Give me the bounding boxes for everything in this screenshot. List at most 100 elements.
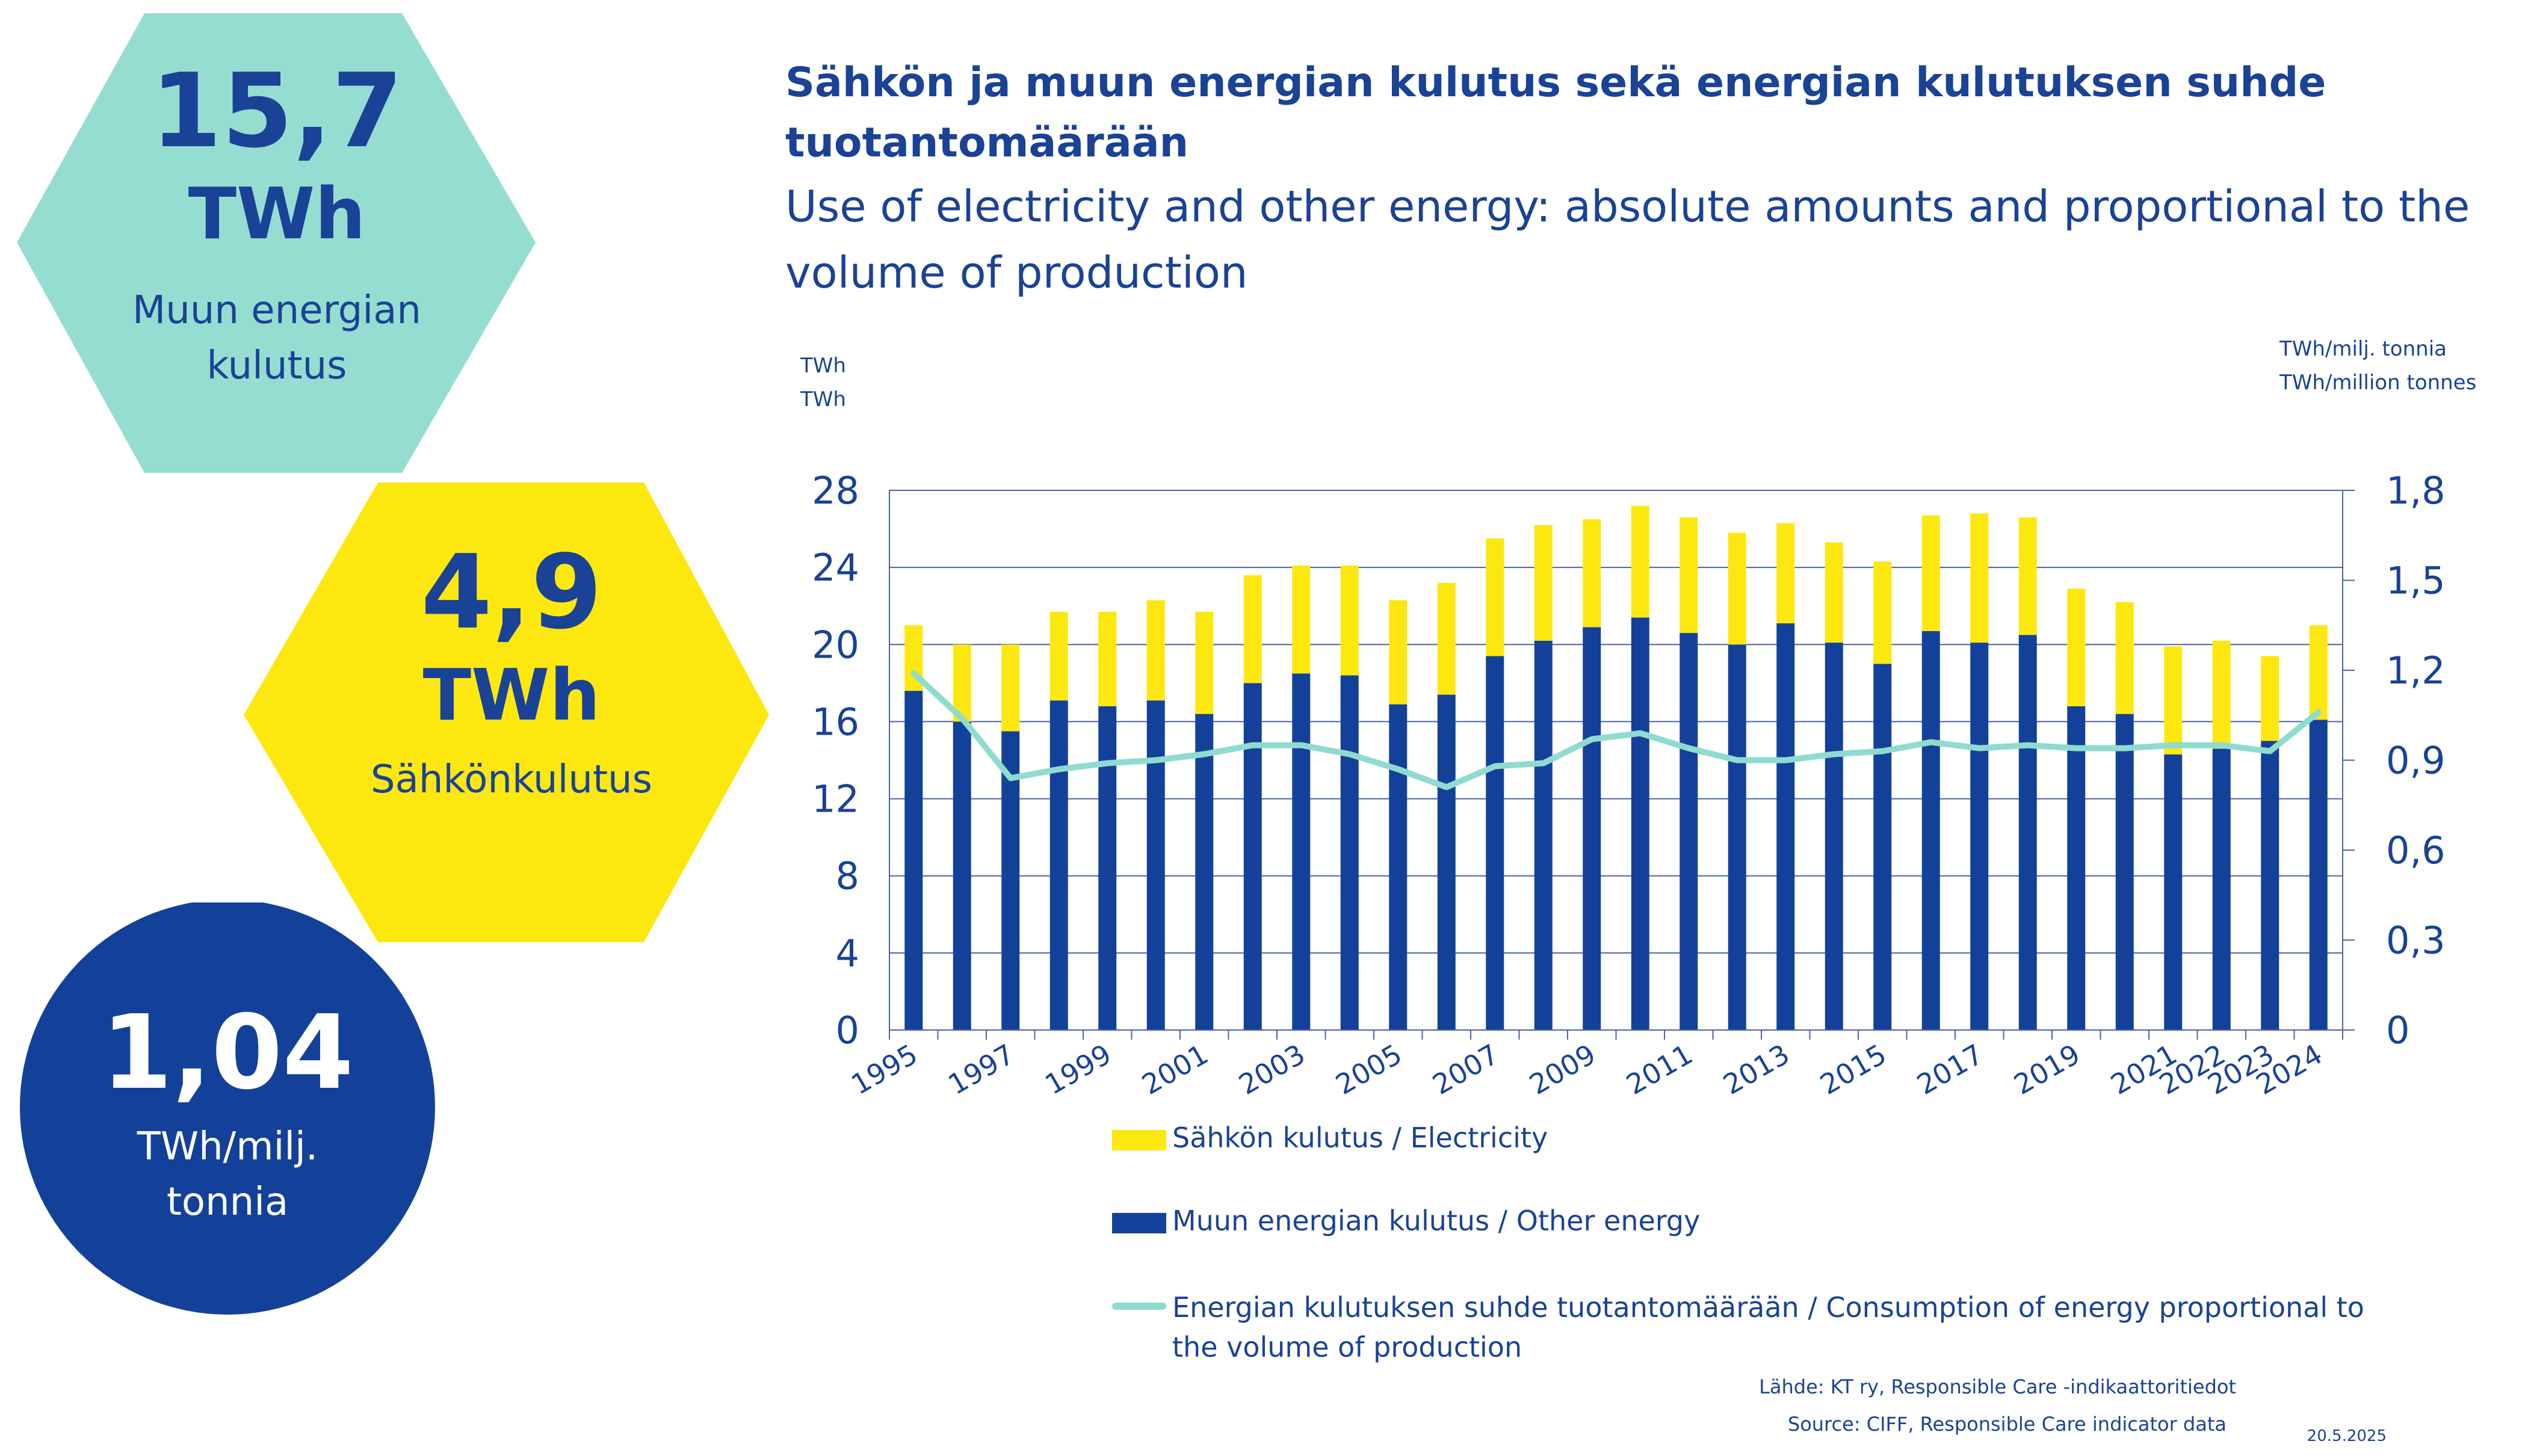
legend-label-ratio-line2: the volume of production — [1172, 1331, 1522, 1363]
right-axis-unit-line1: TWh/milj. tonnia — [2279, 337, 2447, 361]
bar-other-energy — [1970, 643, 1989, 1030]
bar-electricity — [1583, 519, 1601, 628]
right-axis-unit: TWh/milj. tonnia TWh/million tonnes — [2279, 332, 2476, 399]
bar-electricity — [2212, 640, 2231, 749]
legend-label-other: Muun energian kulutus / Other energy — [1172, 1205, 1701, 1237]
x-tick-label: 1997 — [942, 1038, 1019, 1101]
kpi-ratio: 1,04 TWh/milj. tonnia — [47, 993, 408, 1230]
kpi-electricity-label: Sähkönkulutus — [371, 757, 652, 802]
left-axis-unit-line1: TWh — [800, 354, 846, 378]
bar-electricity — [1728, 532, 1746, 645]
y-left-tick-label: 20 — [812, 623, 859, 667]
bar-other-energy — [1243, 683, 1262, 1030]
bar-electricity — [1970, 513, 1989, 643]
left-axis-unit: TWh TWh — [800, 349, 846, 416]
bar-electricity — [2115, 602, 2134, 714]
kpi-other-energy-unit: TWh — [188, 172, 366, 255]
source-english: Source: CIFF, Responsible Care indicator… — [1787, 1413, 2227, 1436]
x-tick-label: 1999 — [1039, 1038, 1116, 1101]
left-axis-unit-line2: TWh — [800, 387, 846, 412]
bar-electricity — [1292, 565, 1311, 674]
kpi-electricity-hexagon — [244, 483, 769, 942]
bar-other-energy — [1389, 704, 1408, 1030]
y-left-tick-label: 0 — [836, 1008, 859, 1052]
bar-other-energy — [1437, 694, 1456, 1030]
kpi-other-energy-hexagon — [17, 13, 536, 473]
kpi-other-energy-label: Muun energian kulutus — [132, 288, 421, 388]
legend-swatch-electricity — [1112, 1130, 1166, 1150]
chart-title: Sähkön ja muun energian kulutus sekä ene… — [785, 53, 2500, 306]
x-tick-label: 2007 — [1427, 1038, 1504, 1101]
bar-electricity — [2018, 517, 2037, 635]
bar-other-energy — [1292, 673, 1311, 1030]
x-tick-label: 2019 — [2008, 1038, 2085, 1101]
bar-electricity — [1776, 523, 1795, 624]
legend-label-ratio-line1: Energian kulutuksen suhde tuotantomäärää… — [1172, 1291, 2364, 1324]
y-left-tick-label: 4 — [836, 931, 859, 975]
chart-title-english: Use of electricity and other energy: abs… — [785, 181, 2470, 298]
kpi-ratio-unit: TWh/milj. tonnia — [137, 1124, 318, 1224]
bar-other-energy — [1486, 656, 1504, 1030]
bar-electricity — [1680, 517, 1698, 634]
source-date: 20.5.2025 — [2307, 1427, 2387, 1445]
right-axis-unit-line2: TWh/million tonnes — [2279, 371, 2477, 395]
bar-other-energy — [953, 721, 971, 1030]
source-finnish: Lähde: KT ry, Responsible Care -indikaat… — [1759, 1375, 2236, 1398]
bar-other-energy — [1776, 623, 1795, 1030]
bar-other-energy — [1583, 627, 1601, 1030]
bar-electricity — [1873, 561, 1892, 664]
bar-electricity — [1825, 542, 1843, 643]
bar-electricity — [1049, 611, 1068, 701]
bar-other-energy — [1631, 617, 1649, 1030]
bar-other-energy — [1195, 714, 1214, 1030]
x-tick-label: 2003 — [1233, 1038, 1310, 1101]
y-right-tick-label: 1,8 — [2386, 469, 2446, 513]
bar-other-energy — [2212, 748, 2231, 1030]
y-right-tick-label: 1,5 — [2386, 559, 2446, 603]
x-tick-label: 2017 — [1911, 1038, 1988, 1101]
bar-other-energy — [1340, 675, 1359, 1030]
y-right-tick-label: 0 — [2386, 1008, 2409, 1052]
bar-electricity — [1098, 611, 1117, 706]
bar-other-energy — [1825, 643, 1843, 1030]
bar-other-energy — [2309, 720, 2328, 1030]
bar-electricity — [1243, 575, 1262, 683]
x-tick-label: 2001 — [1136, 1038, 1213, 1101]
bar-electricity — [1534, 525, 1553, 641]
kpi-electricity-value: 4,9 — [421, 533, 602, 652]
bar-electricity — [2164, 646, 2183, 754]
y-left-tick-label: 24 — [812, 546, 859, 590]
bar-electricity — [2309, 625, 2328, 720]
bar-other-energy — [1873, 664, 1892, 1030]
bar-electricity — [1631, 505, 1649, 618]
bar-other-energy — [1049, 700, 1068, 1030]
bar-other-energy — [1534, 640, 1553, 1030]
bar-other-energy — [1098, 706, 1117, 1030]
bar-other-energy — [2261, 741, 2279, 1030]
ratio-line — [910, 670, 2322, 791]
bar-electricity — [1340, 565, 1359, 676]
y-left-tick-label: 28 — [812, 469, 859, 513]
bar-electricity — [1486, 538, 1504, 656]
y-right-tick-label: 0,9 — [2386, 739, 2446, 783]
kpi-other-energy: 15,7 TWh Muun energian kulutus — [84, 54, 469, 393]
bar-electricity — [1921, 515, 1940, 631]
y-left-tick-label: 12 — [812, 777, 859, 821]
bar-other-energy — [2115, 714, 2134, 1030]
x-tick-label: 2015 — [1814, 1038, 1891, 1101]
y-right-tick-label: 1,2 — [2386, 649, 2446, 693]
bar-other-energy — [2067, 706, 2086, 1030]
bar-other-energy — [1146, 700, 1165, 1030]
bar-electricity — [1195, 611, 1214, 714]
bar-other-energy — [1680, 633, 1698, 1030]
bar-electricity — [2261, 656, 2279, 741]
kpi-electricity-unit: TWh — [422, 653, 601, 736]
y-left-tick-label: 8 — [836, 854, 859, 898]
bar-other-energy — [2164, 754, 2183, 1030]
bar-other-energy — [904, 691, 923, 1030]
bar-other-energy — [1921, 631, 1940, 1030]
y-right-tick-label: 0,3 — [2386, 919, 2446, 963]
bar-electricity — [1001, 644, 1020, 732]
x-tick-label: 2009 — [1524, 1038, 1601, 1101]
